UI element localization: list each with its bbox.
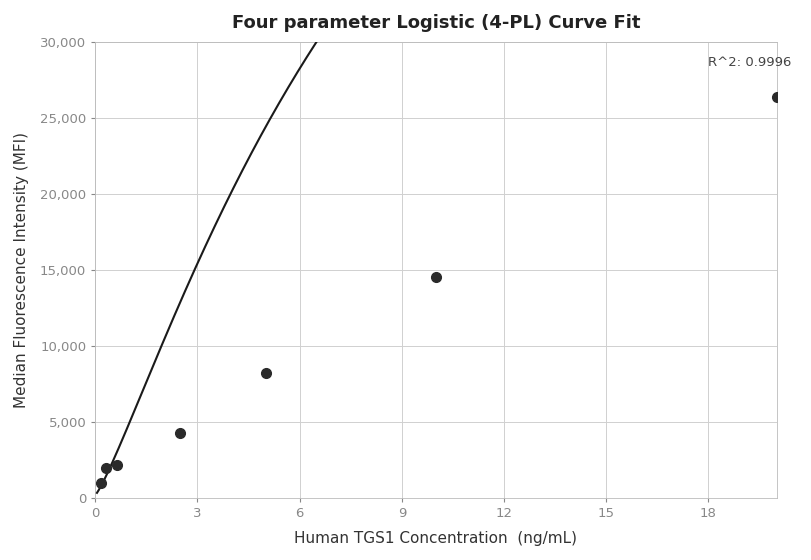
Point [770,92,783,101]
Y-axis label: Median Fluorescence Intensity (MFI): Median Fluorescence Intensity (MFI) [14,132,29,408]
Point [430,273,443,282]
Title: Four parameter Logistic (4-PL) Curve Fit: Four parameter Logistic (4-PL) Curve Fit [232,14,640,32]
Point [94,478,107,487]
Point [100,464,113,473]
Point [174,428,187,437]
X-axis label: Human TGS1 Concentration  (ng/mL): Human TGS1 Concentration (ng/mL) [294,531,577,546]
Point [260,369,272,378]
Point [110,460,123,469]
Text: R^2: 0.9996: R^2: 0.9996 [709,56,792,69]
